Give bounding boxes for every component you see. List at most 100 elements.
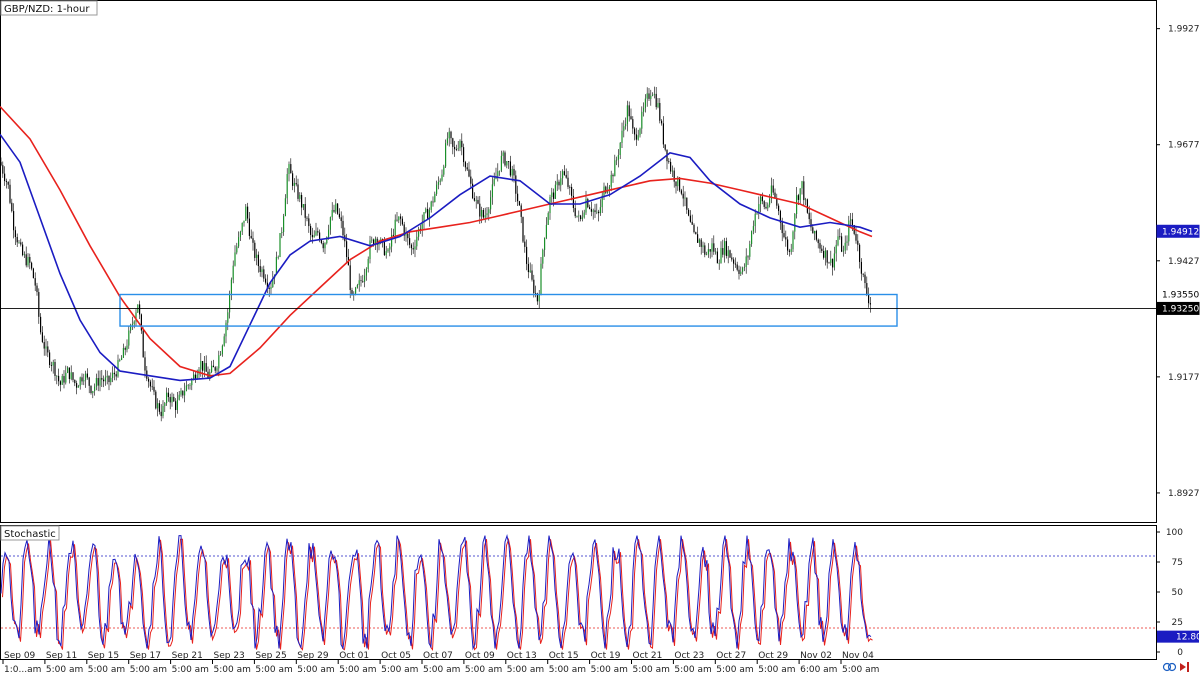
- candle-bull: [284, 198, 286, 217]
- candle-bear: [648, 93, 650, 99]
- candle-bear: [860, 261, 862, 274]
- stochastic-axis: 100 75 50 25 0 12.80: [1156, 528, 1200, 658]
- candle-bear: [868, 293, 870, 304]
- time-hour-label: 6:00 am: [800, 665, 837, 675]
- candle-bear: [292, 173, 294, 186]
- candle-bull: [671, 170, 673, 172]
- candle-bull: [720, 248, 722, 264]
- candle-bull: [200, 360, 202, 370]
- candle-bear: [536, 293, 538, 302]
- candle-bull: [430, 201, 432, 210]
- stochastic-tick-label: 100: [1166, 528, 1183, 538]
- candle-bear: [40, 316, 42, 333]
- candle-bear: [103, 379, 105, 382]
- candle-bull: [18, 242, 20, 244]
- candle-bull: [187, 385, 189, 387]
- candle-bull: [189, 385, 191, 386]
- candle-bear: [869, 303, 871, 305]
- candle-bear: [661, 120, 663, 124]
- candle-bull: [398, 216, 400, 221]
- candle-bear: [689, 215, 691, 222]
- candle-bear: [259, 266, 261, 273]
- candle-bull: [391, 234, 393, 247]
- candle-bear: [376, 238, 378, 245]
- time-hour-label: 5:00 am: [46, 665, 83, 675]
- candle-bear: [729, 250, 731, 258]
- price-axis: 1.99276 1.96776 1.94276 1.91776 1.89276: [1156, 25, 1200, 499]
- candle-bear: [214, 367, 216, 371]
- candle-bear: [709, 249, 711, 252]
- candle-bear: [473, 198, 475, 201]
- scroll-end-icon[interactable]: [1180, 662, 1189, 672]
- candle-bear: [725, 241, 727, 256]
- candle-bull: [223, 336, 225, 346]
- candle-bear: [632, 119, 634, 129]
- candle-bull: [79, 377, 81, 387]
- time-date-label: Sep 21: [172, 651, 203, 661]
- candle-bull: [94, 386, 96, 392]
- candle-bull: [511, 168, 513, 176]
- time-date-label: Oct 15: [549, 651, 579, 661]
- candle-bull: [245, 206, 247, 221]
- stochastic-value-label: 12.80: [1176, 633, 1200, 643]
- candle-bear: [310, 226, 312, 235]
- candle-bear: [360, 280, 362, 282]
- stochastic-tick-label: 75: [1172, 558, 1183, 568]
- time-hour-label: 5:00 am: [507, 665, 544, 675]
- candle-bear: [612, 174, 614, 177]
- moving-average-line-2: [0, 133, 873, 382]
- candle-bear: [54, 361, 56, 376]
- candle-bear: [580, 215, 582, 220]
- candle-bull: [180, 390, 182, 395]
- candle-bear: [20, 242, 22, 245]
- candle-bull: [281, 231, 283, 234]
- candle-bear: [317, 231, 319, 233]
- candle-bull: [356, 285, 358, 288]
- candle-bull: [445, 143, 447, 167]
- candle-bear: [410, 244, 412, 249]
- candle-bull: [239, 231, 241, 238]
- candle-bear: [22, 244, 24, 256]
- candle-bull: [650, 95, 652, 99]
- candle-bull: [275, 257, 277, 275]
- candle-bull: [416, 236, 418, 247]
- candle-bear: [688, 209, 690, 216]
- candle-bear: [301, 194, 303, 208]
- candle-bear: [778, 205, 780, 212]
- candle-bear: [322, 243, 324, 249]
- candle-bear: [662, 123, 664, 145]
- candle-bull: [643, 107, 645, 112]
- candle-bear: [16, 236, 18, 243]
- candle-bear: [482, 209, 484, 218]
- candle-bull: [767, 204, 769, 209]
- candle-bull: [387, 249, 389, 252]
- link-icon[interactable]: [1162, 662, 1177, 672]
- candle-bear: [308, 218, 310, 227]
- time-date-label: Sep 11: [46, 651, 77, 661]
- candle-bull: [446, 138, 448, 144]
- candle-bull: [270, 287, 272, 289]
- price-tag-box: [1156, 301, 1200, 315]
- time-hour-label: 5:00 am: [674, 665, 711, 675]
- candle-bear: [144, 357, 146, 371]
- candle-bull: [790, 249, 792, 252]
- candle-bull: [369, 240, 371, 260]
- candle-bear: [88, 377, 90, 386]
- candle-bull: [698, 239, 700, 243]
- candle-bear: [679, 177, 681, 191]
- candle-bear: [587, 199, 589, 208]
- candle-bear: [149, 381, 151, 387]
- stochastic-tick-label: 0: [1177, 648, 1183, 658]
- candle-bull: [742, 267, 744, 272]
- time-hour-label: 5:00 am: [88, 665, 125, 675]
- candle-bear: [589, 207, 591, 209]
- candle-bull: [486, 213, 488, 216]
- candle-bull: [166, 392, 168, 404]
- candle-bear: [47, 346, 49, 353]
- candle-bull: [421, 222, 423, 231]
- candle-bear: [76, 383, 78, 388]
- chart-title: GBP/NZD: 1-hour: [4, 4, 90, 15]
- candle-bull: [481, 209, 483, 217]
- candle-bull: [99, 378, 101, 386]
- candle-bull: [484, 215, 486, 218]
